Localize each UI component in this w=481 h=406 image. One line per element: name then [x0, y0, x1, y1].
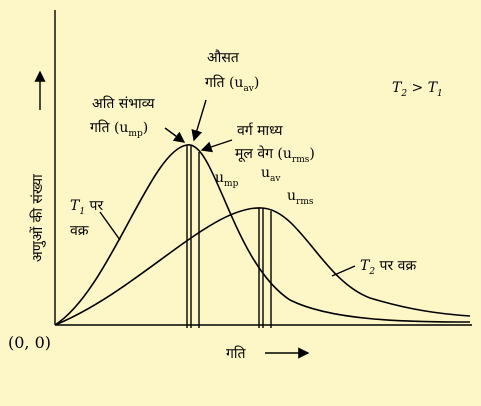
- t2-curve: [54, 207, 471, 326]
- t1-curve: [54, 144, 471, 326]
- label: ump: [215, 170, 239, 189]
- label: मूल वेग (urms): [235, 145, 315, 165]
- label: T2 पर वक्र: [360, 258, 416, 277]
- x-axis-label: गति: [226, 345, 247, 362]
- pointer: [200, 139, 233, 153]
- label: वर्ग माध्य: [237, 122, 283, 139]
- pointer: [99, 211, 121, 241]
- label: औसत: [207, 49, 240, 66]
- label: अति संभाव्य: [92, 95, 156, 112]
- origin-label: (0, 0): [8, 333, 51, 352]
- pointer: [331, 265, 356, 277]
- label: T1 पर: [70, 198, 103, 217]
- pointer: [164, 127, 186, 143]
- label: uav: [261, 165, 281, 184]
- label: गति (uav): [205, 74, 259, 94]
- pointer: [191, 99, 207, 142]
- label: T2 > T1: [392, 80, 443, 99]
- label: वक्र: [70, 223, 89, 239]
- y-axis-label: अणुओं की संख्या: [29, 174, 46, 262]
- label: गति (ump): [90, 119, 148, 139]
- label: urms: [287, 188, 314, 207]
